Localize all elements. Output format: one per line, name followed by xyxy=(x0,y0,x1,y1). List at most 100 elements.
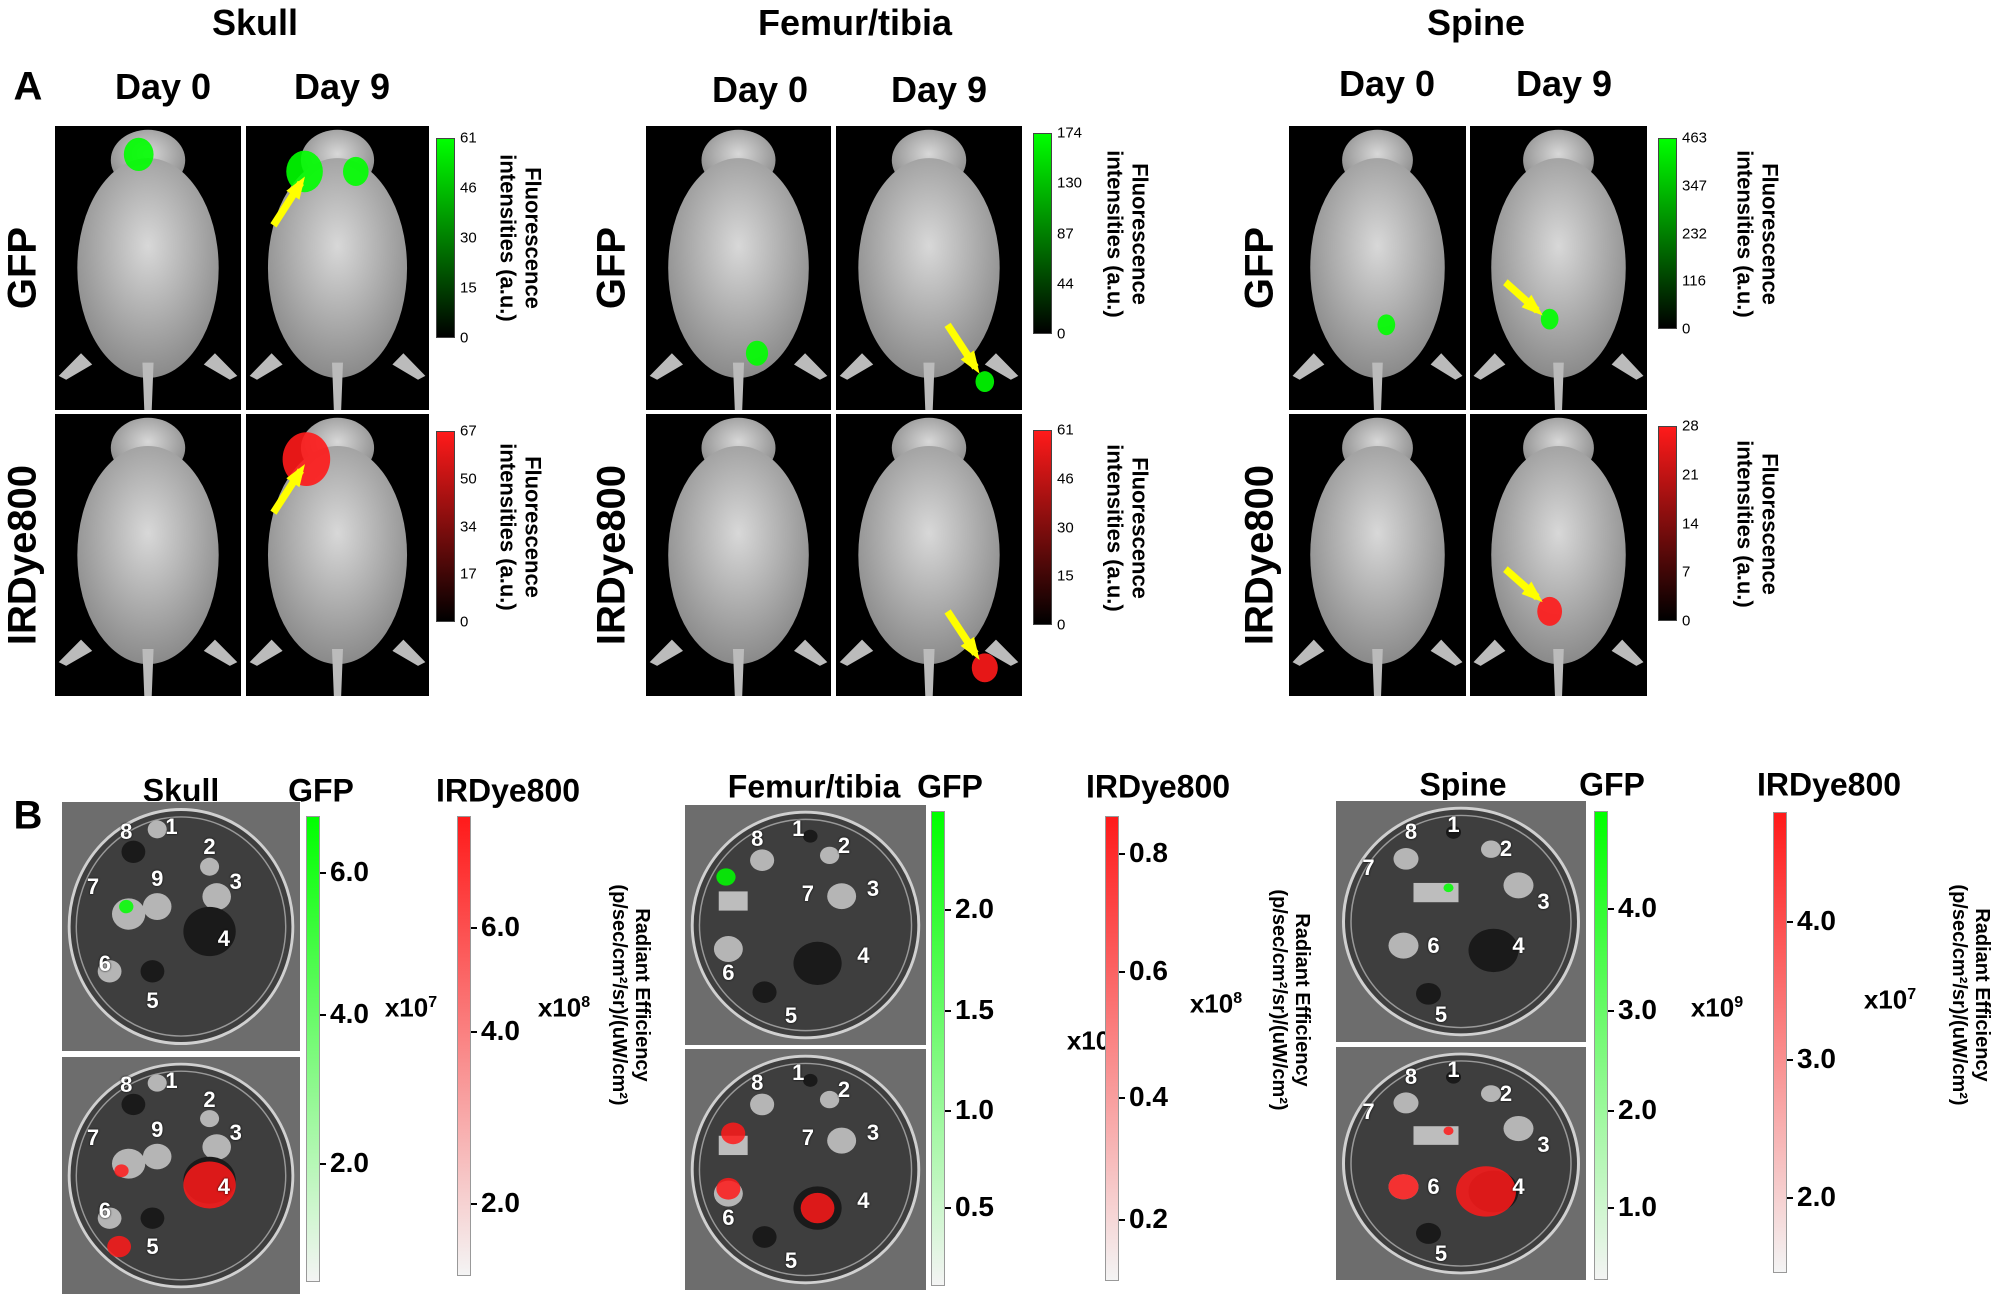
irdye-signal xyxy=(1443,1126,1454,1136)
sample-number: 1 xyxy=(792,1060,805,1086)
sample-number: 2 xyxy=(837,832,851,858)
sample-number: 6 xyxy=(1427,932,1440,958)
tissue-sample xyxy=(1468,928,1519,973)
petri-dish xyxy=(67,807,295,1046)
irdye800-colorbar xyxy=(1658,426,1677,621)
dish-1-0 xyxy=(690,810,921,1040)
day-label: Day 0 xyxy=(711,69,809,110)
colorbar-tick: 61 xyxy=(460,129,477,147)
colorbar-tick: 14 xyxy=(1682,515,1699,532)
colorbar-tick: 130 xyxy=(1057,174,1083,192)
tissue-sample xyxy=(752,1226,777,1248)
petri-dish-rim xyxy=(1350,814,1572,1029)
gfp-signal xyxy=(123,137,154,172)
mouse-body xyxy=(1491,445,1626,665)
mouse-1-0-1 xyxy=(839,129,1019,410)
mouse-body xyxy=(1491,158,1626,378)
tissue-sample xyxy=(200,1110,220,1128)
radiant-efficiency-label: Radiant Efficiency (p/sec/cm²/sr)/(uW/cm²… xyxy=(1947,884,1993,1105)
sample-number: 8 xyxy=(751,825,764,851)
sample-number: 3 xyxy=(229,868,242,894)
gfp-signal xyxy=(1443,883,1454,893)
arrow-head-icon xyxy=(1521,581,1543,603)
tick-mark xyxy=(1119,1219,1125,1221)
mouse-body xyxy=(858,445,1000,665)
irdye800-label: IRDye800 xyxy=(1756,766,1902,803)
mouse-legs xyxy=(1292,353,1463,410)
tissue-sample xyxy=(1503,1115,1534,1142)
tissue-sample xyxy=(827,1127,857,1154)
mouse-0-1-0 xyxy=(58,417,238,696)
tick-mark xyxy=(1608,1010,1614,1012)
irdye800-day9-image xyxy=(245,413,430,697)
colorbar-tick: 2.0 xyxy=(1618,1094,1657,1125)
irdye800-day0-image xyxy=(1288,413,1467,697)
tissue-sample xyxy=(1446,1070,1461,1084)
irdye800-colorbar xyxy=(1105,816,1119,1281)
sample-number: 7 xyxy=(1362,1099,1375,1125)
colorbar-title-line2: intensities (a.u.) xyxy=(1102,149,1127,318)
colorbar-tick: 15 xyxy=(1057,567,1074,585)
irdye-signal xyxy=(1388,1174,1419,1200)
sample-number: 8 xyxy=(1404,819,1418,845)
sample-number: 4 xyxy=(217,925,230,951)
colorbar-tick: 0 xyxy=(1682,320,1691,338)
colorbar-multiplier: x107 xyxy=(1864,985,1916,1016)
panel-b-label: B xyxy=(13,793,43,838)
gfp-day0-image xyxy=(54,125,242,411)
tick-mark xyxy=(945,1207,951,1209)
tick-mark xyxy=(945,909,951,911)
gfp-colorbar xyxy=(306,816,320,1282)
multiplier-base: x10 xyxy=(1189,988,1234,1019)
tissue-sample xyxy=(793,941,842,985)
petri-dish xyxy=(690,810,921,1040)
colorbar-tick: 30 xyxy=(460,229,477,247)
colorbar-tick: 1.0 xyxy=(1618,1191,1657,1222)
colorbar-tick: 463 xyxy=(1682,129,1708,147)
colorbar-title-line1: Fluorescence xyxy=(1757,452,1783,595)
tissue-sample xyxy=(750,1093,775,1116)
row-label: IRDye800 xyxy=(0,464,45,646)
colorbar-tick: 3.0 xyxy=(1797,1043,1836,1074)
colorbar-tick: 17 xyxy=(460,565,477,583)
sample-number: 6 xyxy=(722,1204,735,1230)
dish-1-1 xyxy=(690,1054,921,1285)
colorbar-tick: 0.6 xyxy=(1129,955,1168,986)
sample-number: 1 xyxy=(165,1067,178,1093)
colorbar-tick: 4.0 xyxy=(1797,905,1836,936)
gfp-day9-image xyxy=(245,125,430,411)
arrow-head-icon xyxy=(1521,294,1543,316)
colorbar-tick: 21 xyxy=(1682,466,1699,484)
sample-number: 3 xyxy=(1537,1131,1550,1157)
mouse-2-0-0 xyxy=(1292,129,1463,410)
sample-number: 4 xyxy=(857,1187,870,1213)
tissue-sample xyxy=(200,857,220,876)
colorbar-title-line1: Fluorescence xyxy=(1757,162,1783,305)
irdye-signal xyxy=(1456,1166,1516,1217)
mouse-legs xyxy=(1292,639,1463,696)
irdye800-colorbar xyxy=(436,431,455,622)
tissue-sample xyxy=(97,960,122,983)
sample-number: 6 xyxy=(722,960,735,985)
petri-dish-rim xyxy=(698,1062,913,1277)
multiplier-base: x10 xyxy=(537,992,582,1023)
tick-mark xyxy=(471,1031,477,1033)
radiant-line1: Radiant Efficiency xyxy=(1291,913,1313,1087)
gfp-signal xyxy=(975,371,995,393)
mouse-legs xyxy=(58,639,238,696)
colorbar-tick: 0 xyxy=(1682,612,1691,630)
mouse-body xyxy=(77,158,219,378)
day-label: Day 0 xyxy=(1338,63,1436,104)
radiant-line1: Radiant Efficiency xyxy=(631,908,653,1082)
radiant-efficiency-label: Radiant Efficiency (p/sec/cm²/sr)/(uW/cm²… xyxy=(1267,889,1313,1110)
colorbar-tick: 6.0 xyxy=(330,856,369,887)
gfp-colorbar xyxy=(931,811,945,1286)
tissue-sample xyxy=(1481,1085,1501,1102)
colorbar-tick: 0 xyxy=(460,329,469,347)
sample-number: 1 xyxy=(1447,1057,1460,1083)
sample-number: 4 xyxy=(217,1174,230,1200)
colorbar-tick: 1.0 xyxy=(955,1094,994,1125)
radiant-line2: (p/sec/cm²/sr)/(uW/cm²) xyxy=(1268,889,1290,1111)
day-label: Day 0 xyxy=(114,66,212,107)
